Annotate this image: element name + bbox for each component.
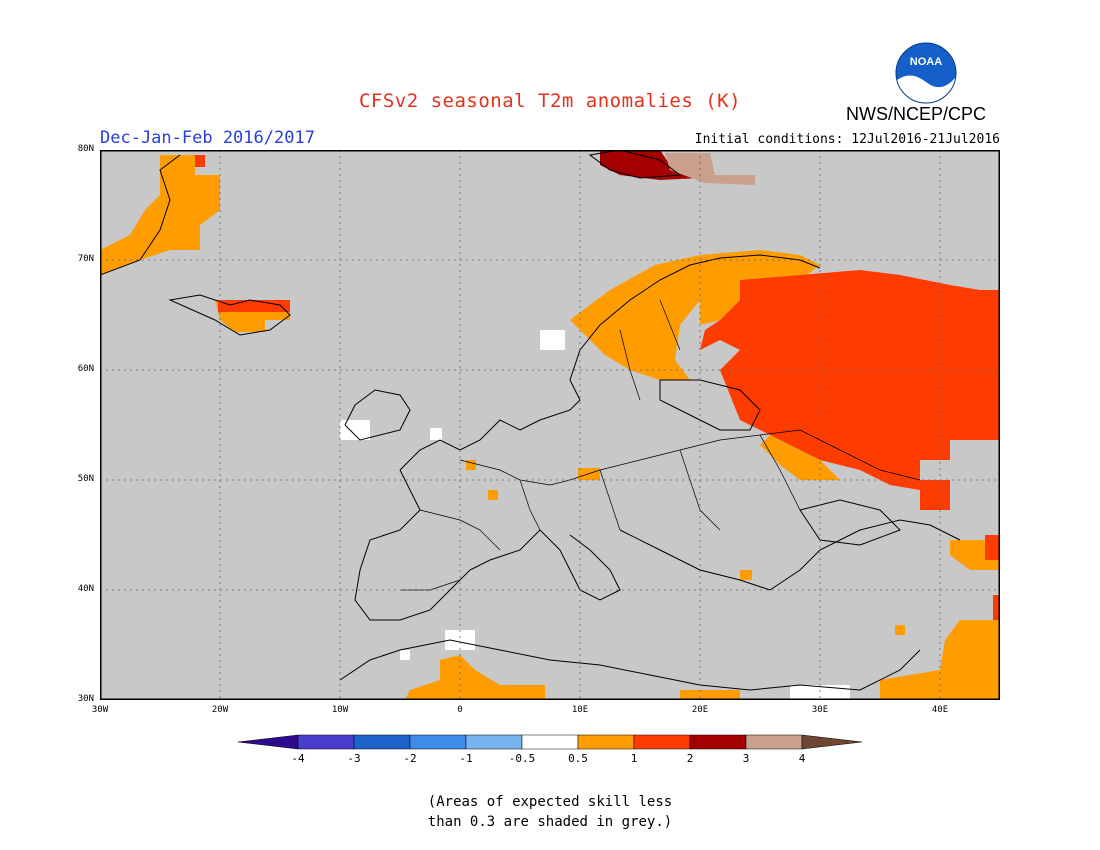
colorbar-label: -0.5 [508,752,536,765]
lat-label-30n: 30N [77,694,94,704]
colorbar-label: 0.5 [568,752,588,765]
noaa-logo-text: NOAA [910,56,942,68]
colorbar-swatch [577,734,635,750]
colorbar [238,734,862,750]
colorbar-label: 2 [686,752,694,765]
colorbar-swatch [297,734,355,750]
lon-label-0: 0 [457,705,463,715]
colorbar-label: -1 [459,752,473,765]
colorbar-swatch [409,734,467,750]
lon-label-20w: 20W [211,705,229,715]
colorbar-swatch [238,734,299,750]
initial-conditions-label: Initial conditions: 12Jul2016-21Jul2016 [694,132,1000,147]
lon-label-40e: 40E [931,705,949,715]
noaa-logo: NOAA [895,42,957,108]
organization-label: NWS/NCEP/CPC [846,104,987,124]
colorbar-label: -2 [403,752,417,765]
lon-label-30e: 30E [811,705,829,715]
anomaly-shading [100,150,1000,700]
coastlines [100,150,961,691]
colorbar-swatch [689,734,747,750]
map-frame [100,150,1000,700]
lon-label-10w: 10W [331,705,349,715]
season-label: Dec-Jan-Feb 2016/2017 [100,128,315,148]
lon-label-10e: 10E [571,705,589,715]
footnote-line-2: than 0.3 are shaded in grey.) [427,814,673,830]
colorbar-swatch [521,734,579,750]
lon-label-30w: 30W [91,705,109,715]
colorbar-swatch [745,734,803,750]
map-title: CFSv2 seasonal T2m anomalies (K) [358,90,742,112]
colorbar-label: -4 [291,752,305,765]
lon-label-20e: 20E [691,705,709,715]
graticule [100,150,1000,700]
colorbar-label: 4 [798,752,806,765]
colorbar-label: -3 [347,752,361,765]
colorbar-label: 3 [742,752,750,765]
skill-footnote: (Areas of expected skill less than 0.3 a… [0,792,1100,832]
colorbar-swatch [633,734,691,750]
colorbar-label: 1 [630,752,638,765]
colorbar-swatch [465,734,523,750]
lat-label-80n: 80N [77,144,94,154]
lat-label-70n: 70N [77,254,94,264]
anomaly-map [100,150,1000,700]
footnote-line-1: (Areas of expected skill less [427,794,673,810]
lat-label-50n: 50N [77,474,94,484]
lat-label-40n: 40N [77,584,94,594]
colorbar-swatch [353,734,411,750]
colorbar-swatch [801,734,862,750]
lat-label-60n: 60N [77,364,94,374]
